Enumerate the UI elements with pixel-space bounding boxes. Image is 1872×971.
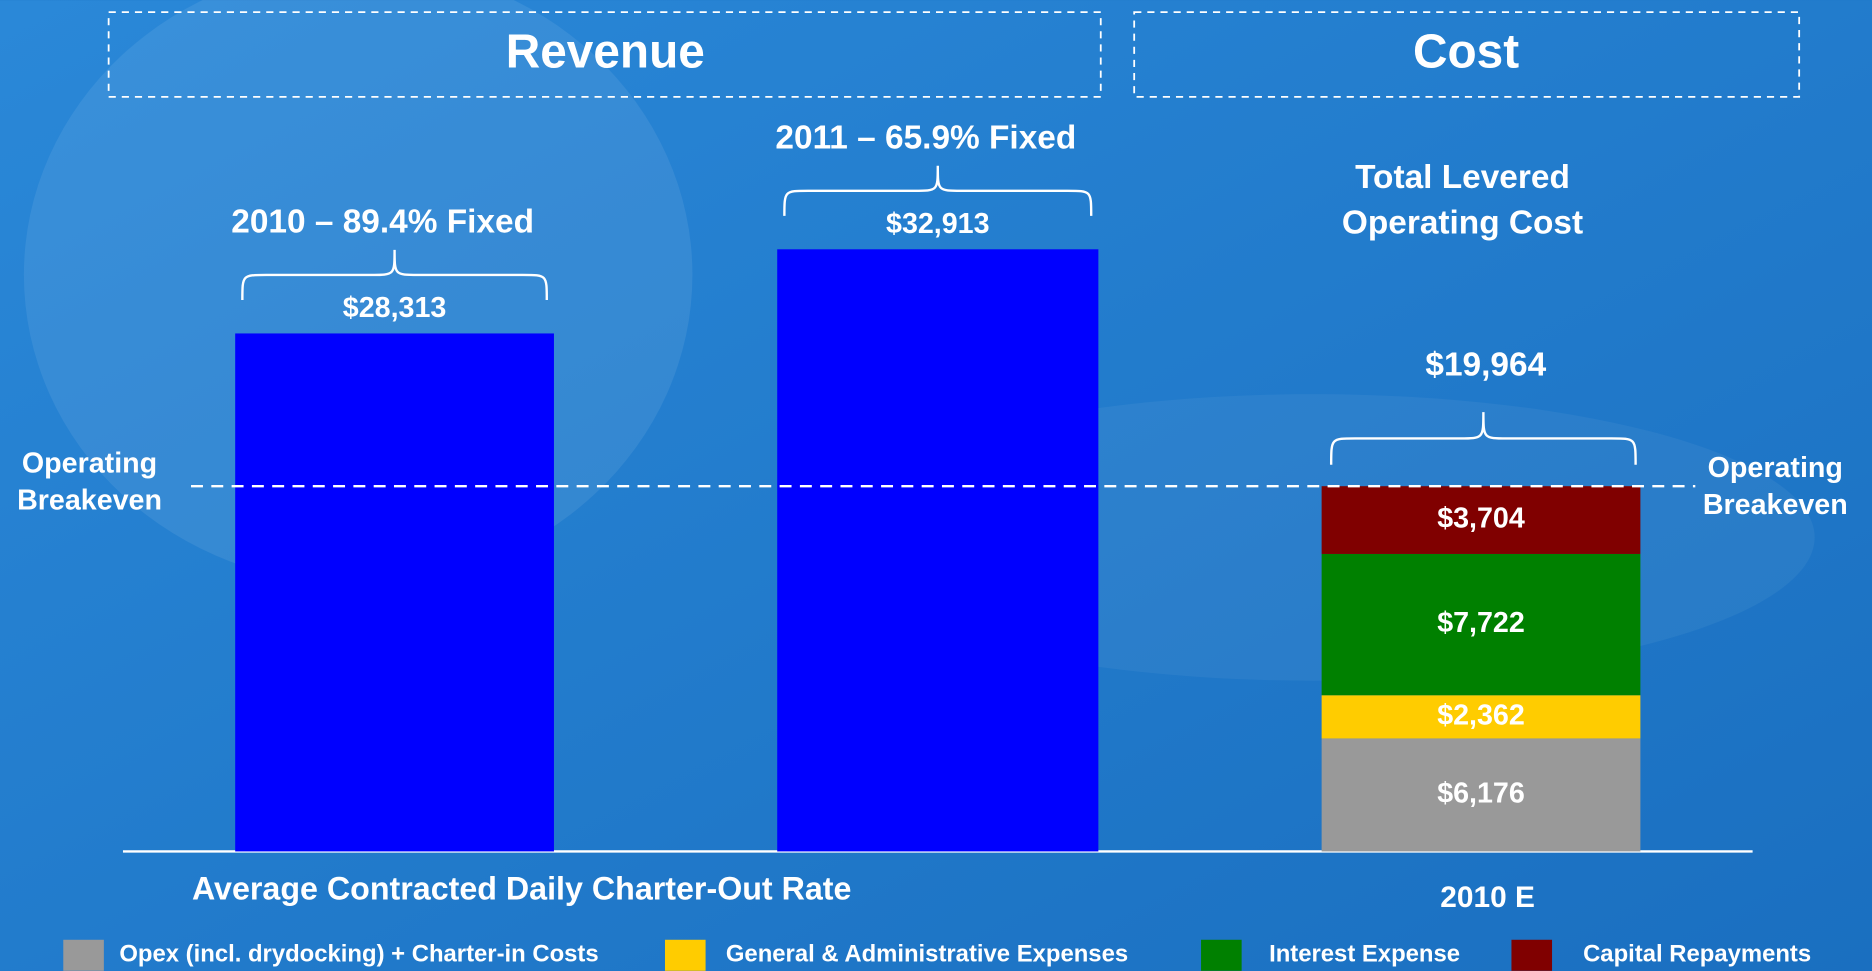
legend-label: General & Administrative Expenses: [726, 941, 1128, 968]
category-label: 2010 – 89.4% Fixed: [231, 203, 534, 240]
value-label: $28,313: [343, 292, 447, 324]
breakeven-label: Operating: [22, 447, 157, 479]
legend-label: Capital Repayments: [1583, 941, 1811, 968]
legend-swatch: [63, 940, 104, 971]
breakeven-label: Breakeven: [1703, 489, 1848, 521]
value-label: $3,704: [1437, 503, 1525, 535]
page: Revenue Cost Average Contracted Daily Ch…: [0, 0, 1872, 971]
breakeven-label: Breakeven: [17, 484, 162, 516]
section-title: Cost: [1413, 26, 1519, 79]
section-title: Revenue: [506, 26, 705, 79]
x-tick-label: 2010 E: [1440, 881, 1535, 914]
total-label: $19,964: [1425, 347, 1546, 384]
value-label: $6,176: [1437, 777, 1525, 809]
legend-swatch: [1511, 940, 1552, 971]
value-label: $2,362: [1437, 699, 1525, 731]
breakeven-label: Operating: [1708, 452, 1843, 484]
bar: [235, 333, 554, 851]
category-label: 2011 – 65.9% Fixed: [775, 119, 1076, 156]
legend-label: Interest Expense: [1269, 941, 1460, 968]
axis-label: Average Contracted Daily Charter-Out Rat…: [192, 870, 851, 906]
legend-label: Opex (incl. drydocking) + Charter-in Cos…: [119, 941, 598, 968]
value-label: $32,913: [886, 208, 990, 240]
legend-swatch: [665, 940, 706, 971]
cost-title: Total Levered: [1355, 159, 1570, 196]
bar: [777, 249, 1098, 851]
chart: Revenue Cost Average Contracted Daily Ch…: [0, 0, 1872, 971]
cost-title: Operating Cost: [1342, 204, 1583, 241]
value-label: $7,722: [1437, 607, 1525, 639]
legend-swatch: [1201, 940, 1242, 971]
